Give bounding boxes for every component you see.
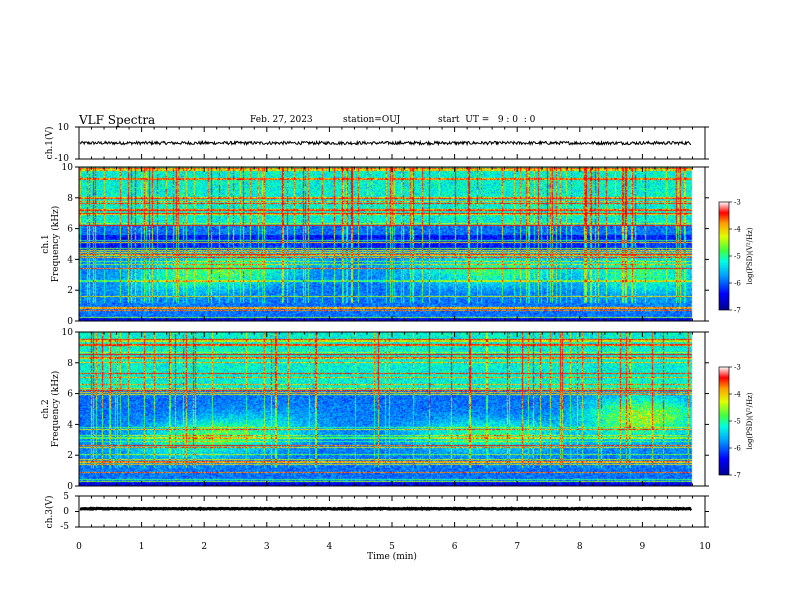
colorbar-tick-label: -3 — [734, 199, 741, 207]
colorbar-tick-label: -5 — [734, 418, 741, 426]
ch1-trace — [79, 139, 692, 147]
ch1-ylabel: ch.1(V) — [44, 127, 55, 160]
ch3-trace — [79, 506, 693, 512]
x-tick-label: 4 — [327, 542, 333, 552]
ch1-ytick-label: 10 — [58, 123, 70, 133]
x-tick-label: 6 — [452, 542, 458, 552]
colorbar-tick-label: -7 — [734, 307, 741, 315]
date-label: Feb. 27, 2023 — [250, 115, 313, 125]
x-tick-label: 3 — [264, 542, 270, 552]
x-axis-label: Time (min) — [367, 551, 417, 562]
ch1-waveform-panel: 10 -10 ch.1(V) — [44, 123, 709, 164]
x-tick-label: 9 — [640, 542, 646, 552]
chart-title: VLF Spectra — [79, 113, 156, 127]
ch3-ytick-label: -5 — [60, 522, 69, 532]
ch3-ylabel: ch.3(V) — [44, 496, 55, 529]
colorbar-tick-label: -4 — [734, 226, 741, 234]
colorbar-tick-label: -6 — [734, 445, 741, 453]
x-tick-label: 7 — [514, 542, 520, 552]
start-time-label: start UT = 9 : 0 : 0 — [438, 115, 536, 125]
ch1-colorbar-label: log(PSD)(V²/Hz) — [746, 227, 754, 284]
ch2-colorbar-label: log(PSD)(V²/Hz) — [746, 392, 754, 449]
ch2-spec-ylabel-channel: ch.2 — [41, 399, 51, 418]
x-tick-label: 1 — [139, 542, 145, 552]
ch1-spec-ylabel-channel: ch.1 — [41, 234, 51, 253]
y-tick-label: 2 — [67, 286, 73, 296]
y-tick-label: 6 — [67, 225, 73, 235]
ch1-ytick-label: -10 — [55, 154, 70, 164]
colorbar-tick-label: -6 — [734, 280, 741, 288]
colorbar-tick-label: -4 — [734, 391, 741, 399]
ch2-spec-ylabel-frequency: Frequency (kHz) — [50, 371, 61, 448]
y-tick-label: 10 — [62, 328, 74, 338]
x-tick-label: 0 — [76, 542, 82, 552]
y-tick-label: 8 — [67, 359, 73, 369]
y-tick-label: 2 — [67, 451, 73, 461]
x-tick-label: 2 — [201, 542, 207, 552]
ch1-spec-ylabel-frequency: Frequency (kHz) — [50, 206, 61, 283]
colorbar-tick-label: -5 — [734, 253, 741, 261]
ch1-colorbar — [718, 201, 730, 311]
y-tick-label: 0 — [67, 317, 73, 327]
ch3-ytick-label: 0 — [63, 507, 69, 517]
colorbar-tick-label: -7 — [734, 472, 741, 480]
y-tick-label: 10 — [62, 163, 74, 173]
y-tick-label: 6 — [67, 390, 73, 400]
x-tick-label: 10 — [699, 542, 711, 552]
x-tick-label: 8 — [577, 542, 583, 552]
y-tick-label: 0 — [67, 482, 73, 492]
ch1-spectrogram-image — [79, 167, 705, 321]
ch2-colorbar — [718, 366, 730, 476]
ch2-spectrogram-image — [79, 332, 705, 486]
y-tick-label: 8 — [67, 194, 73, 204]
y-tick-label: 4 — [67, 420, 73, 430]
ch3-ytick-label: 5 — [63, 492, 69, 502]
y-tick-label: 4 — [67, 255, 73, 265]
colorbar-tick-label: -3 — [734, 364, 741, 372]
x-tick-label: 5 — [389, 542, 395, 552]
ch3-waveform-panel: 5 0 -5 ch.3(V) 0 1 2 3 4 5 6 7 8 9 10 Time (min) — [44, 127, 711, 562]
station-label: station=OUJ — [343, 115, 401, 125]
